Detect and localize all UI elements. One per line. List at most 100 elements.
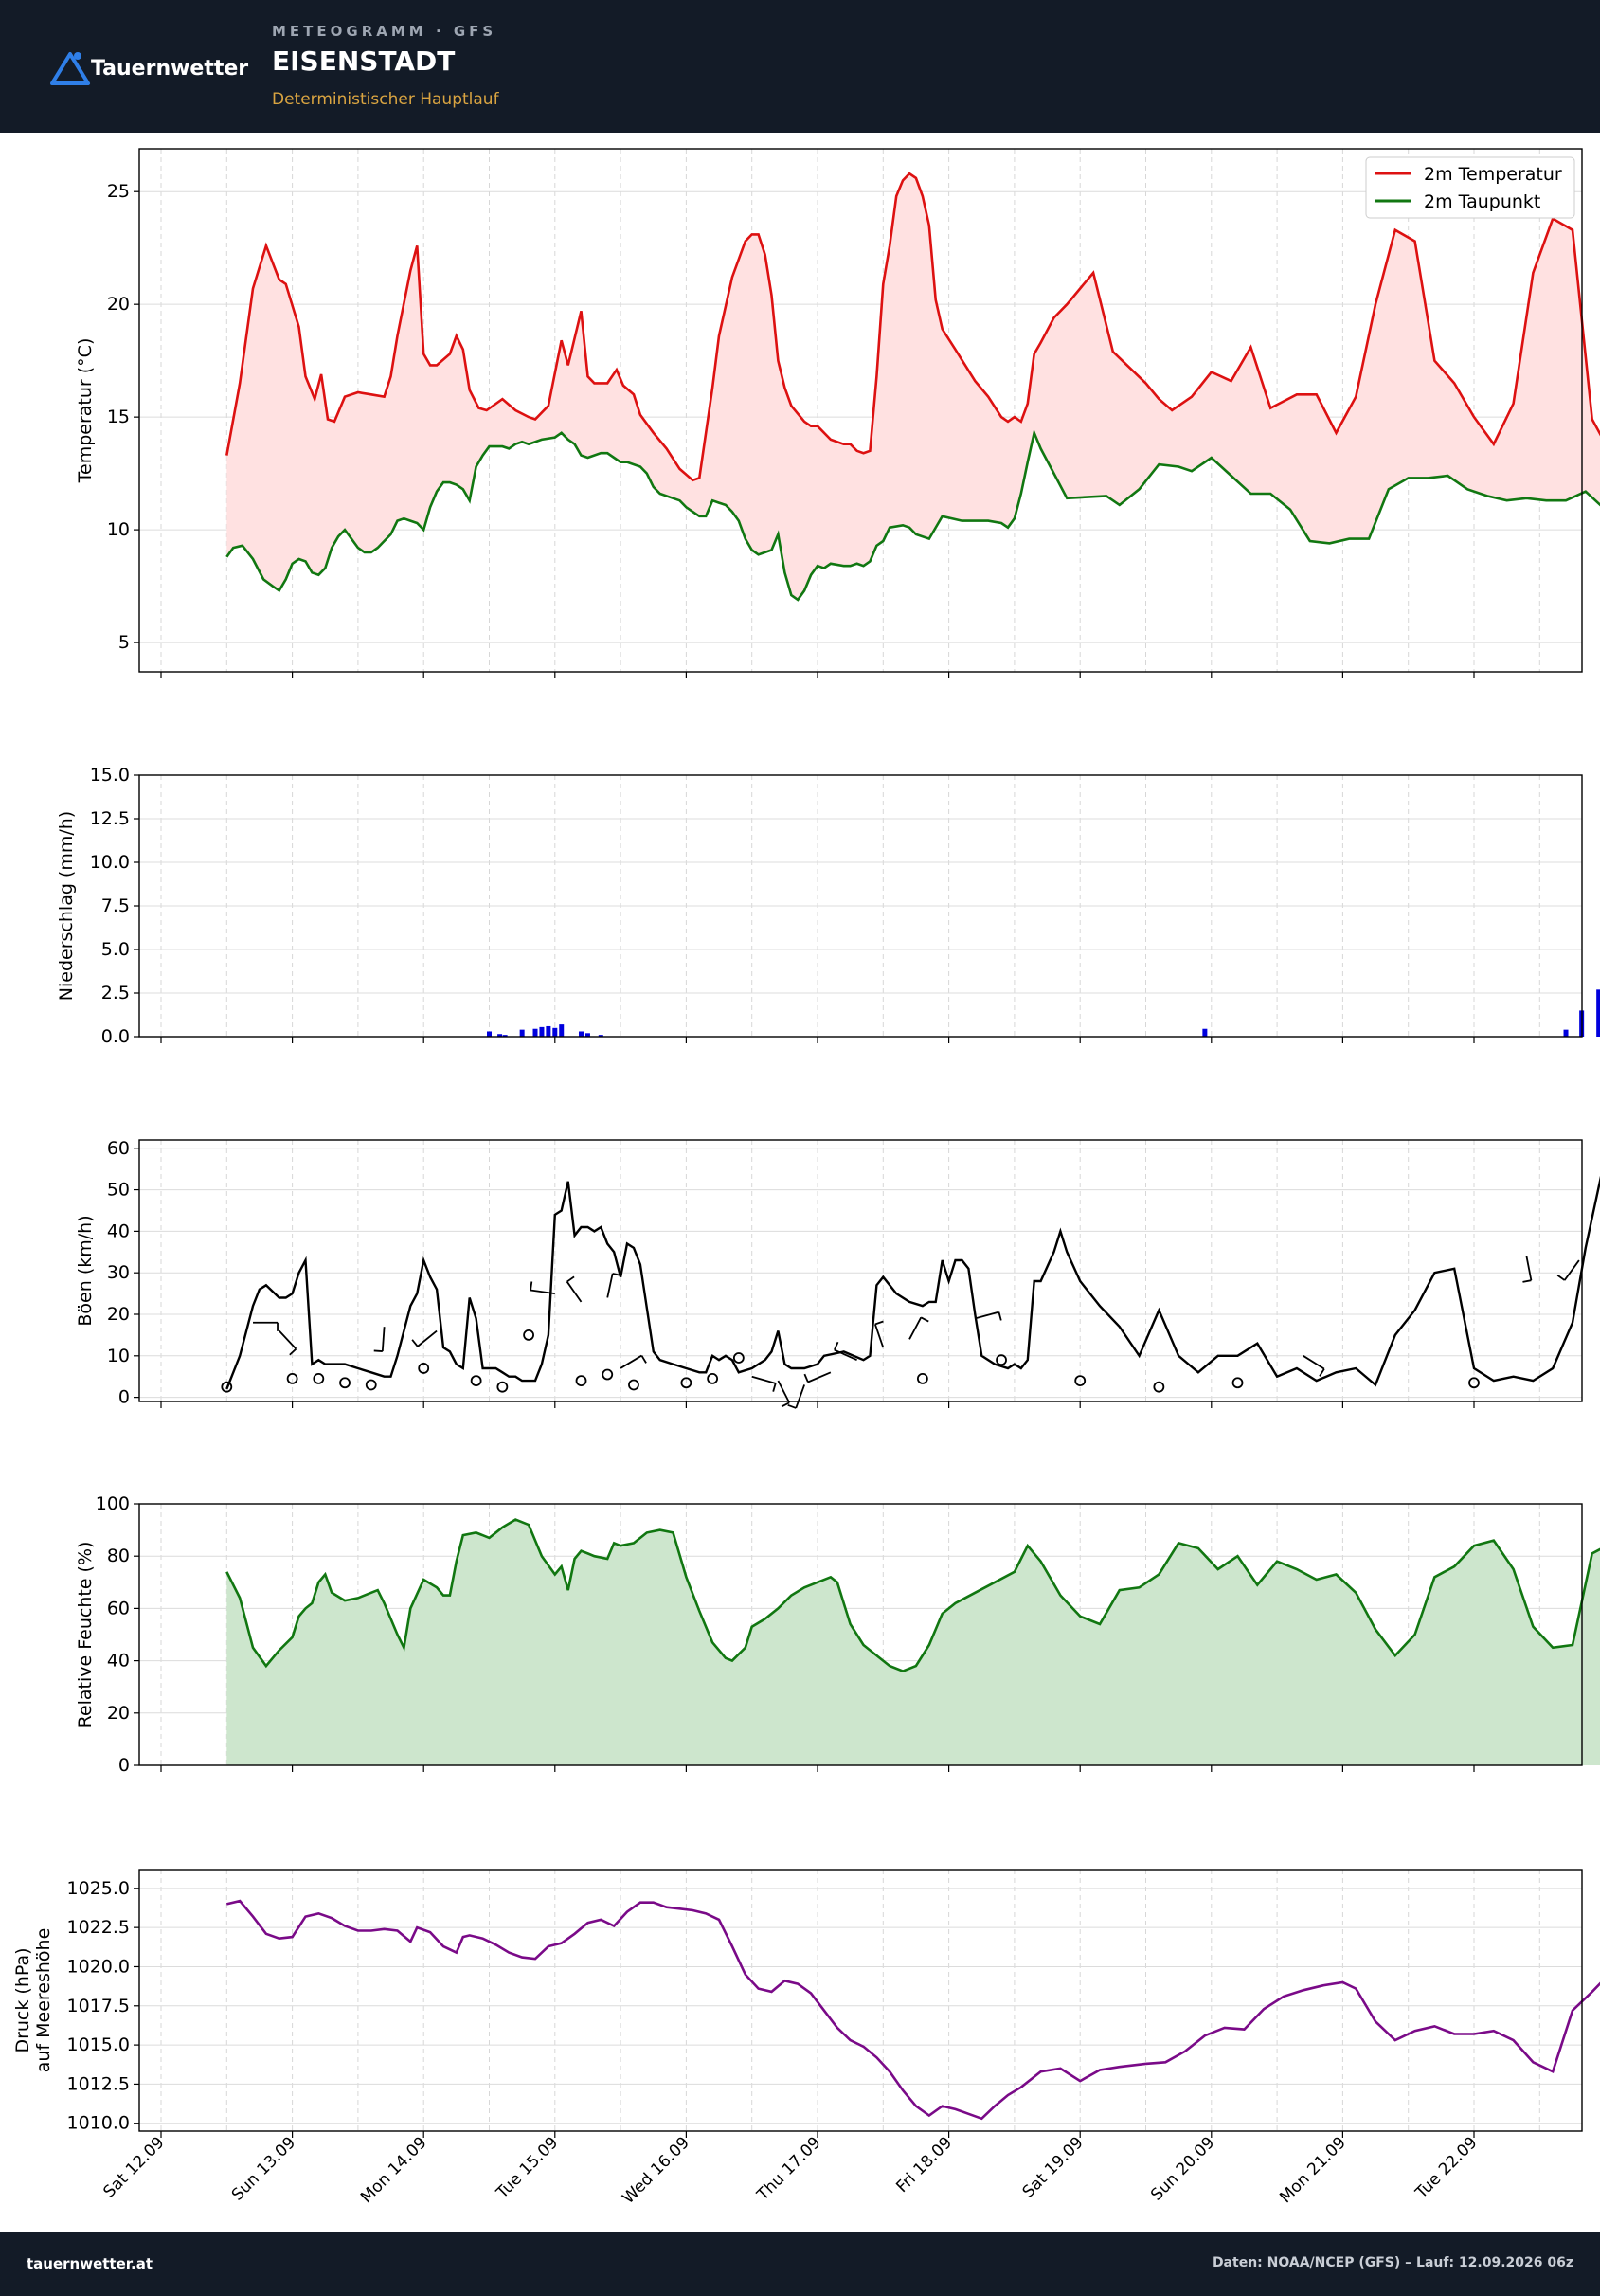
page-title: EISENSTADT [272, 45, 456, 77]
calm-wind-marker [1153, 1381, 1165, 1393]
legend-label: 2m Temperatur [1424, 164, 1562, 185]
y-tick-label: 60 [107, 1598, 130, 1618]
wind-barb-flag [1556, 1275, 1566, 1281]
wind-barb-shaft [873, 1324, 885, 1348]
wind-barb-flag [1319, 1368, 1325, 1377]
brand-name[interactable]: Tauernwetter [91, 57, 249, 81]
x-tick-label: Sun 13.09 [228, 2133, 299, 2204]
calm-wind-marker [707, 1373, 719, 1384]
wind-barb-shaft [417, 1329, 438, 1347]
wind-barb-flag [803, 1373, 809, 1383]
calm-wind-marker [1231, 1377, 1244, 1389]
plot-frame [138, 1869, 1583, 2132]
plot-frame [138, 774, 1583, 1038]
plot-frame [138, 1139, 1583, 1402]
y-axis-label: Druck (hPa) [12, 1947, 33, 2052]
wind-barb [975, 1311, 1002, 1321]
precip-bar [1563, 1029, 1569, 1037]
y-tick-label: 40 [107, 1651, 130, 1672]
x-tick-label: Thu 17.09 [753, 2133, 825, 2205]
wind-barb-flag [373, 1349, 383, 1352]
y-tick-label: 0 [118, 1387, 130, 1408]
wind-barb-flag [640, 1355, 647, 1364]
wind-barb [606, 1273, 621, 1298]
wind-barb-flag [289, 1347, 297, 1356]
precip-bar [584, 1033, 590, 1037]
wind-barb [777, 1380, 791, 1408]
y-tick-label: 1015.0 [67, 2034, 130, 2055]
precip-bar [552, 1027, 558, 1037]
y-axis-label: Niederschlag (mm/h) [56, 811, 77, 1001]
wind-barb-shaft [1303, 1355, 1325, 1370]
calm-wind-marker [339, 1377, 351, 1389]
x-tick-label: Sun 20.09 [1147, 2133, 1218, 2204]
calm-wind-marker [602, 1368, 614, 1381]
y-tick-label: 1025.0 [67, 1878, 130, 1899]
pressure-panel: 1010.0 1012.5 1015.0 1017.5 1020.0 1022.5 1025… [12, 1869, 1600, 2138]
x-tick-label: Sat 19.09 [1019, 2133, 1088, 2201]
wind-barb-shaft [1525, 1256, 1533, 1281]
wind-barb [530, 1281, 555, 1294]
y-tick-label: 20 [107, 1304, 130, 1325]
wind-barb-flag [781, 1401, 790, 1408]
wind-barb [787, 1384, 805, 1409]
wind-barb [1522, 1256, 1533, 1283]
calm-wind-marker [575, 1375, 587, 1386]
wind-barb-flag [998, 1311, 1002, 1321]
precip-bar [1596, 989, 1600, 1037]
y-tick-label: 15.0 [90, 765, 130, 786]
y-axis-label-line2: auf Meereshöhe [33, 1928, 54, 2073]
wind-barb [279, 1329, 297, 1356]
wind-barb [253, 1321, 279, 1331]
humidity-line [225, 1518, 1600, 1672]
y-tick-label: 1020.0 [67, 1956, 130, 1977]
dewpoint-line [225, 428, 1600, 602]
wind-barb [751, 1375, 777, 1392]
calm-wind-marker [732, 1352, 745, 1364]
wind-barb-flag [772, 1383, 777, 1392]
y-tick-label: 80 [107, 1546, 130, 1566]
calm-wind-marker [221, 1381, 233, 1393]
calm-wind-marker [680, 1377, 692, 1389]
y-tick-label: 25 [107, 181, 130, 202]
x-tick-label: Wed 16.09 [619, 2133, 693, 2208]
calm-wind-marker [916, 1373, 928, 1384]
calm-wind-marker [523, 1329, 534, 1341]
gust-line [225, 1175, 1600, 1390]
wind-barb-flag [411, 1339, 419, 1347]
plot-frame [138, 1503, 1583, 1766]
precip-bar [546, 1025, 551, 1037]
y-tick-label: 20 [107, 294, 130, 315]
y-tick-label: 2.5 [101, 983, 130, 1003]
wind-barb-flag [920, 1316, 929, 1323]
precip-bar [532, 1028, 538, 1037]
wind-barb-shaft [381, 1327, 386, 1352]
calm-wind-marker [628, 1379, 639, 1391]
x-tick-label: Fri 18.09 [892, 2133, 956, 2197]
wind-barb-shaft [807, 1371, 832, 1383]
wind-barb [1556, 1259, 1580, 1281]
wind-barb [908, 1316, 929, 1340]
calm-wind-marker [496, 1381, 509, 1393]
pressure-line [225, 1899, 1600, 2121]
y-tick-label: 0.0 [101, 1026, 130, 1047]
x-axis-labels: Sat 12.09 Sun 13.09 Mon 14.09 Tue 15.09 Wed … [99, 2133, 1481, 2208]
y-tick-label: 1012.5 [67, 2073, 130, 2094]
temperature-dewpoint-fill [226, 173, 1600, 600]
y-tick-label: 20 [107, 1703, 130, 1724]
calm-wind-marker [418, 1363, 430, 1374]
y-tick-label: 30 [107, 1262, 130, 1283]
x-tick-label: Mon 21.09 [1276, 2133, 1350, 2207]
x-tick-label: Sat 12.09 [99, 2133, 168, 2201]
footer-site[interactable]: tauernwetter.at [27, 2255, 153, 2272]
wind-barb-shaft [751, 1375, 776, 1384]
precip-bar [539, 1026, 545, 1037]
chart-kicker: METEOGRAMM · GFS [272, 23, 497, 40]
wind-barb-flag [834, 1341, 839, 1350]
legend: 2m Temperatur 2m Taupunkt [1365, 156, 1575, 219]
precip-bar [487, 1031, 492, 1037]
footer-source: Daten: NOAA/NCEP (GFS) – Lauf: 12.09.202… [1212, 2255, 1573, 2270]
wind-barb-shaft [279, 1329, 297, 1350]
plot-frame [138, 148, 1583, 673]
